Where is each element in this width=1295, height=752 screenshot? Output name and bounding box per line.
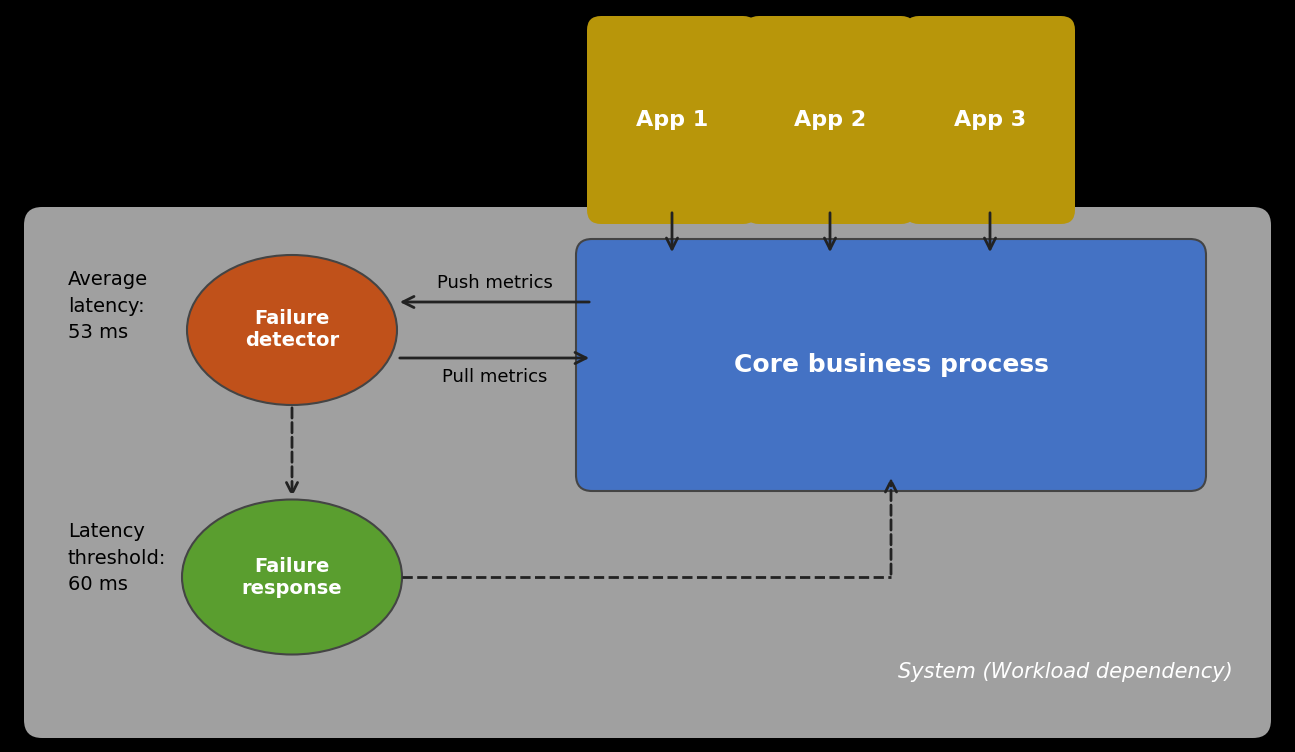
FancyBboxPatch shape xyxy=(576,239,1206,491)
Text: App 2: App 2 xyxy=(794,110,866,130)
Ellipse shape xyxy=(186,255,398,405)
Text: Latency
threshold:
60 ms: Latency threshold: 60 ms xyxy=(69,522,166,594)
Text: Core business process: Core business process xyxy=(733,353,1049,377)
Text: Push metrics: Push metrics xyxy=(436,274,553,292)
FancyBboxPatch shape xyxy=(587,16,758,224)
Text: Failure
response: Failure response xyxy=(242,556,342,598)
Text: System (Workload dependency): System (Workload dependency) xyxy=(899,662,1233,682)
Text: App 1: App 1 xyxy=(636,110,708,130)
Text: Pull metrics: Pull metrics xyxy=(442,368,548,386)
Text: Average
latency:
53 ms: Average latency: 53 ms xyxy=(69,270,148,342)
FancyBboxPatch shape xyxy=(905,16,1075,224)
FancyBboxPatch shape xyxy=(745,16,916,224)
Text: App 3: App 3 xyxy=(954,110,1026,130)
Text: Failure
detector: Failure detector xyxy=(245,310,339,350)
FancyBboxPatch shape xyxy=(25,207,1270,738)
Ellipse shape xyxy=(183,499,401,654)
